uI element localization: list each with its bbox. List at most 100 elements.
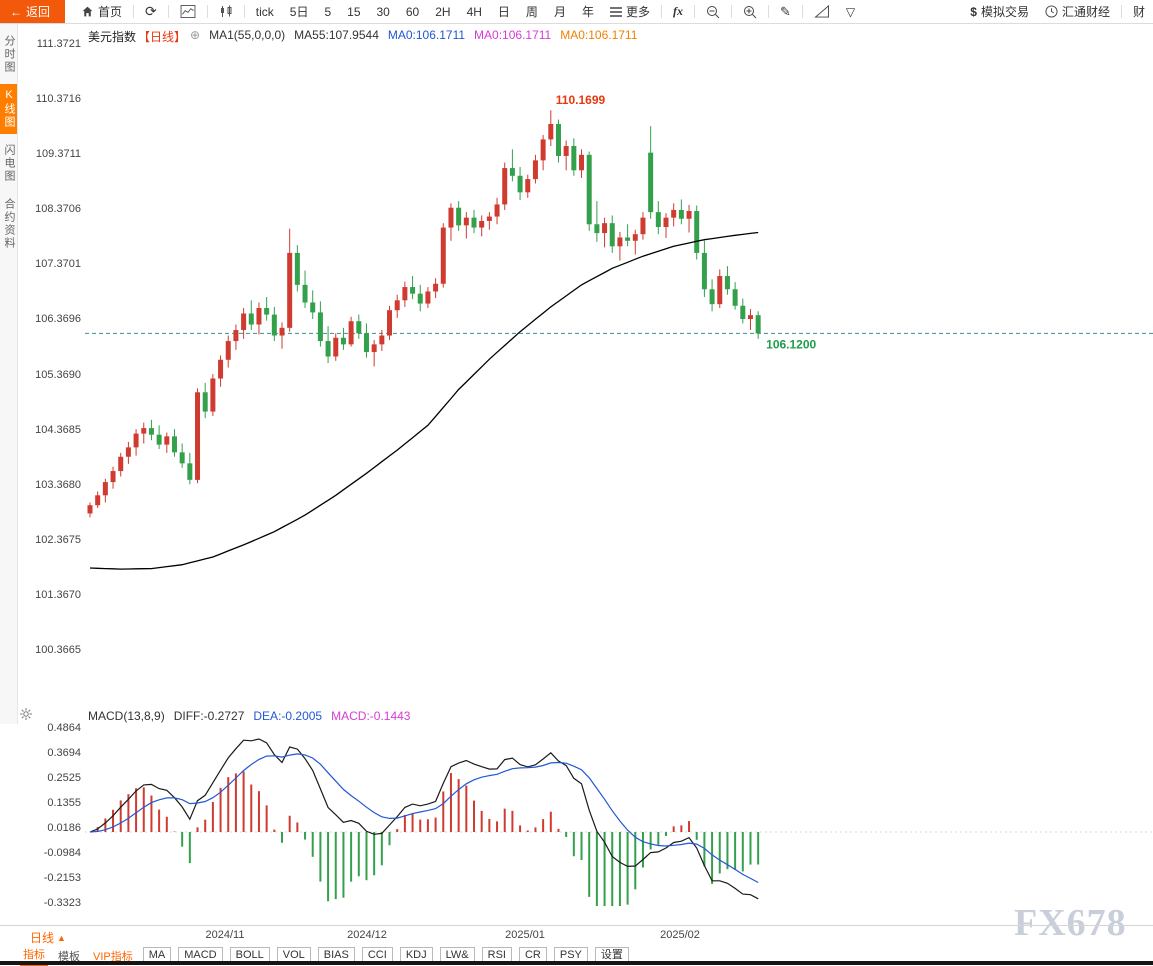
indicator-tab-cci[interactable]: CCI (361, 947, 393, 964)
zoom-out-icon (706, 5, 720, 18)
price-tick: 107.3701 (35, 258, 81, 271)
macd-title[interactable]: MACD(13,8,9) (88, 709, 165, 723)
triangle-ruler-icon (814, 5, 829, 18)
more-button[interactable]: 更多 (602, 3, 658, 20)
sim-trading-button[interactable]: $ 模拟交易 (962, 3, 1037, 20)
more-label: 更多 (625, 5, 650, 19)
x-axis-label: 2024/11 (205, 929, 245, 941)
back-button[interactable]: ← 返回 (0, 0, 66, 23)
timeline-chart-button[interactable] (172, 5, 204, 18)
ma-setting[interactable]: MA1(55,0,0,0) (209, 28, 286, 42)
indicator-tab-ma[interactable]: MA (142, 947, 172, 964)
divider (133, 5, 135, 18)
indicator-tab-rsi[interactable]: RSI (481, 947, 512, 964)
macd-settings-icon[interactable] (19, 707, 33, 721)
interval-月[interactable]: 月 (553, 5, 566, 19)
divider (730, 5, 732, 18)
sim-trading-label: 模拟交易 (980, 5, 1029, 19)
interval-5[interactable]: 5 (324, 4, 332, 19)
formula-button[interactable]: fx (672, 4, 683, 18)
refresh-button[interactable]: ⟳ (137, 3, 165, 20)
refresh-icon: ⟳ (145, 3, 157, 19)
indicator-tab-kdj[interactable]: KDJ (399, 947, 433, 964)
macd-header: MACD(13,8,9) DIFF:-0.2727 DEA:-0.2005 MA… (88, 709, 410, 723)
macd-tick: 0.4864 (47, 722, 81, 734)
x-axis-label: 2025/02 (660, 929, 700, 941)
interval-年[interactable]: 年 (581, 5, 594, 19)
svg-text:106.1200: 106.1200 (766, 337, 816, 351)
watermark: FX678 (1014, 902, 1127, 944)
sidebar-item-minute-chart[interactable]: 分时图 (3, 35, 15, 74)
macd-tick: 0.1355 (47, 797, 81, 809)
interval-2H[interactable]: 2H (435, 4, 451, 19)
macd-dea-value: DEA:-0.2005 (253, 709, 323, 723)
interval-tick-button[interactable]: tick (255, 4, 274, 19)
svg-text:110.1699: 110.1699 (556, 93, 606, 107)
zoom-out-button[interactable] (698, 5, 728, 19)
zoom-in-icon (743, 5, 757, 18)
triangle-down-icon: ▽ (845, 4, 856, 19)
interval-4H[interactable]: 4H (466, 4, 482, 19)
price-tick: 104.3685 (35, 423, 81, 436)
interval-group: 5 15 30 60 2H 4H 日 周 月 年 (316, 3, 602, 20)
period-label: 【日线】 (138, 30, 187, 44)
bottom-strip (0, 961, 1153, 965)
shapes-tool-button[interactable]: ▽ (838, 5, 863, 19)
sidebar-item-kline-chart[interactable]: K线图 (0, 84, 17, 134)
sidebar-item-flash-chart[interactable]: 闪电图 (3, 144, 15, 183)
interval-周[interactable]: 周 (525, 5, 538, 19)
zoom-in-button[interactable] (735, 5, 765, 19)
divider (801, 5, 803, 18)
price-tick: 105.3690 (35, 368, 81, 381)
ma0-blue-value: MA0:106.1711 (387, 28, 466, 42)
interval-30[interactable]: 30 (376, 4, 390, 19)
price-tick: 108.3706 (35, 203, 81, 216)
indicator-tab-boll[interactable]: BOLL (229, 947, 270, 964)
add-indicator-icon[interactable]: ⊕ (190, 28, 201, 42)
clock-icon (1045, 5, 1058, 18)
kline-chart-button[interactable] (211, 5, 241, 18)
home-label: 首页 (98, 5, 123, 19)
brand-label: 汇通财经 (1061, 5, 1110, 19)
line-chart-icon (180, 5, 196, 18)
divider (206, 5, 208, 18)
interval-日[interactable]: 日 (497, 5, 510, 19)
candlestick-chart-icon (220, 5, 232, 17)
pencil-icon: ✎ (779, 3, 791, 19)
interval-60[interactable]: 60 (405, 4, 420, 19)
sidebar-item-contract-info[interactable]: 合约资料 (3, 198, 15, 250)
price-tick: 103.3680 (35, 478, 81, 491)
macd-tick: 0.0186 (47, 822, 81, 834)
chart-type-sidebar: 分时图 K线图闪电图合约资料 (0, 24, 18, 724)
price-tick: 110.3716 (35, 93, 81, 106)
ma0-orange-value: MA0:106.1711 (560, 28, 638, 42)
ma0-magenta-value: MA0:106.1711 (474, 28, 552, 42)
x-axis-line (0, 925, 1153, 926)
back-arrow-icon: ← (10, 4, 22, 19)
x-axis-label: 2025/01 (505, 929, 545, 941)
price-tick: 100.3665 (35, 643, 81, 656)
price-tick: 102.3675 (35, 533, 81, 546)
indicator-tab-bias[interactable]: BIAS (317, 947, 355, 964)
indicator-tab-template[interactable]: 模板 (58, 950, 80, 963)
indicator-tab-cr[interactable]: CR (518, 947, 547, 964)
chart-header: 美元指数 【日线】 ⊕ MA1(55,0,0,0) MA55:107.9544 … (88, 28, 637, 45)
draw-button[interactable]: ✎ (772, 4, 799, 20)
interval-15[interactable]: 15 (347, 4, 361, 19)
indicator-tab-bar: 指标 模板 VIP指标 MA MACD BOLL VOL BIAS CCI KDJ LW& RSI CR… (20, 945, 629, 966)
indicator-tab-vip-indicator[interactable]: VIP指标 (93, 950, 133, 963)
calendar-button[interactable]: 财 (1132, 5, 1145, 19)
timeframe-selector[interactable]: 日线 ▲ (30, 929, 66, 946)
price-tick: 111.3721 (36, 38, 81, 50)
price-tick: 109.3711 (35, 148, 81, 161)
home-button[interactable]: 首页 (73, 3, 130, 20)
price-tick: 106.3696 (35, 313, 81, 326)
ruler-tool-button[interactable] (806, 5, 838, 18)
interval-5day-button[interactable]: 5日 (289, 5, 309, 19)
dollar-icon: $ (970, 4, 977, 19)
timeframe-label: 日线 (30, 931, 55, 945)
macd-tick: -0.2153 (43, 872, 81, 884)
macd-diff-value: DIFF:-0.2727 (173, 709, 245, 723)
brand-button[interactable]: 汇通财经 (1037, 3, 1118, 20)
